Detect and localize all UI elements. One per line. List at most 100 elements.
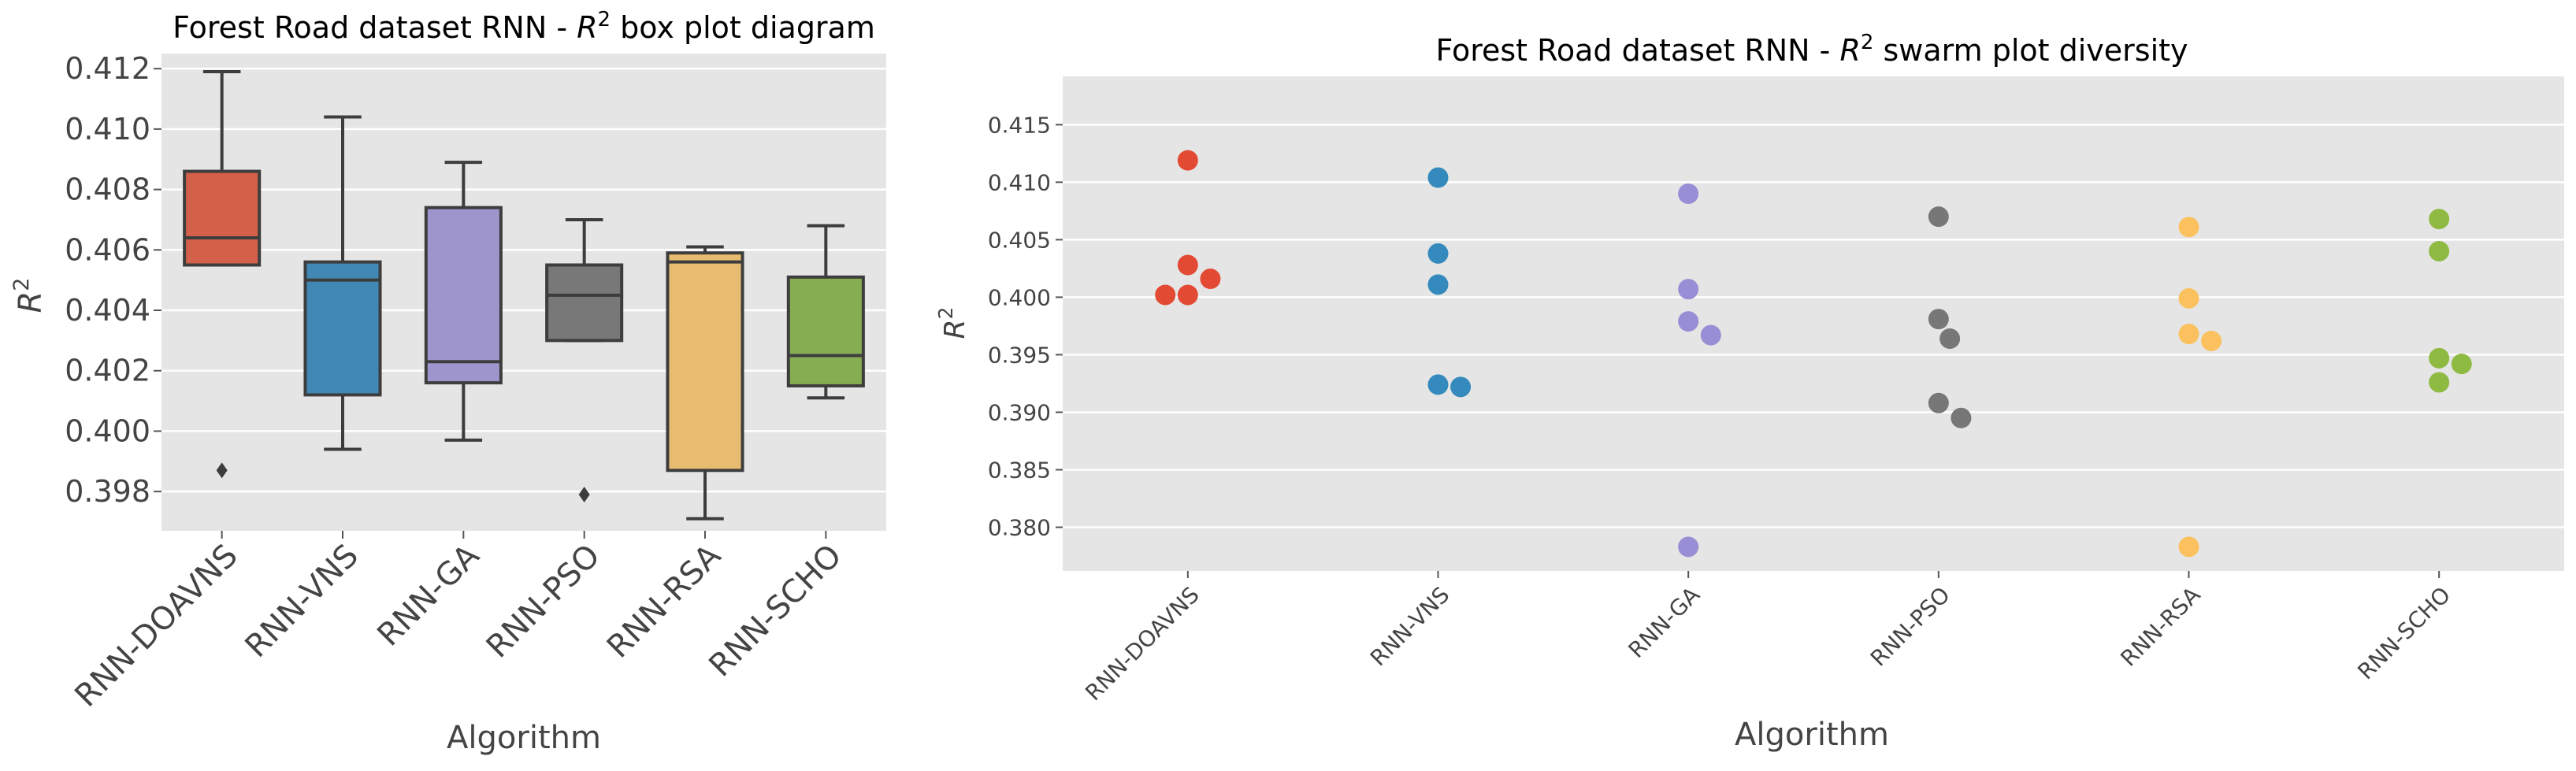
swarm-y-tick-label: 0.400 — [988, 284, 1051, 310]
box-plot-y-ticks: 0.398 0.400 0.402 0.404 0.406 0.408 0.410 0.412 — [65, 51, 161, 509]
swarm-point — [1177, 254, 1198, 276]
swarm-point — [2178, 287, 2199, 309]
swarm-rnn-scho — [2429, 209, 2472, 393]
swarm-point — [1177, 150, 1198, 171]
swarm-y-tick-label: 0.385 — [988, 457, 1051, 483]
box-plot-marks — [183, 70, 865, 521]
box-iqr — [666, 251, 744, 473]
swarm-point — [1155, 284, 1176, 306]
swarm-point — [1678, 311, 1699, 332]
swarm-rnn-doavns — [1155, 150, 1221, 306]
swarm-plot-y-label: R2 — [934, 307, 971, 339]
box-x-tick-label: RNN-PSO — [480, 538, 607, 665]
box-y-tick-label: 0.402 — [65, 354, 150, 388]
box-plot-panel: 0.398 0.400 0.402 0.404 0.406 0.408 0.410 0.412… — [9, 8, 886, 756]
swarm-plot-title-prefix: Forest Road dataset RNN - — [1435, 33, 1839, 68]
swarm-x-tick-label: RNN-PSO — [1865, 582, 1955, 672]
box-y-tick-label: 0.406 — [65, 232, 150, 267]
box-iqr — [786, 275, 865, 387]
swarm-point — [2429, 240, 2450, 261]
box-x-tick-label: RNN-RSA — [600, 537, 729, 665]
box-plot-title-prefix: Forest Road dataset RNN - — [173, 10, 577, 45]
swarm-point — [1200, 269, 1221, 290]
box-plot-x-label: Algorithm — [447, 720, 601, 756]
swarm-y-tick-label: 0.415 — [988, 112, 1051, 138]
box-plot-gridlines — [161, 67, 886, 493]
box-iqr — [424, 206, 503, 385]
swarm-y-tick-label: 0.410 — [988, 169, 1051, 195]
swarm-point — [1427, 374, 1449, 395]
box-y-tick-label: 0.400 — [65, 413, 150, 448]
swarm-point — [2429, 372, 2450, 393]
swarm-point — [2429, 347, 2450, 369]
box-y-tick-label: 0.408 — [65, 172, 150, 207]
swarm-point — [2201, 330, 2222, 351]
box-y-tick-label: 0.410 — [65, 112, 150, 146]
swarm-x-tick-label: RNN-RSA — [2115, 582, 2205, 672]
box-y-tick-label: 0.412 — [65, 51, 150, 86]
box-rnn-pso — [545, 217, 624, 502]
swarm-plot-title-suffix: swarm plot diversity — [1873, 33, 2188, 68]
box-plot-y-label-sup: 2 — [9, 278, 34, 291]
box-y-tick-label: 0.404 — [65, 293, 150, 328]
swarm-plot-title-math: R — [1839, 33, 1860, 68]
swarm-point — [1427, 243, 1449, 264]
swarm-point — [1427, 167, 1449, 188]
swarm-y-tick-label: 0.380 — [988, 515, 1051, 541]
swarm-plot-title: Forest Road dataset RNN - R2 swarm plot … — [1435, 31, 2188, 68]
swarm-point — [1678, 183, 1699, 204]
box-plot-area — [161, 54, 886, 531]
swarm-y-tick-label: 0.390 — [988, 399, 1051, 425]
box-plot-title-sup: 2 — [598, 8, 611, 32]
swarm-point — [1939, 328, 1961, 349]
swarm-rnn-vns — [1427, 167, 1472, 398]
swarm-plot-y-label-sup: 2 — [934, 307, 957, 320]
box-plot-y-label-math: R — [13, 291, 49, 313]
swarm-rnn-ga — [1678, 183, 1721, 558]
box-rnn-doavns — [183, 70, 262, 479]
swarm-rnn-rsa — [2178, 217, 2222, 558]
box-iqr — [545, 263, 624, 343]
swarm-point — [1951, 407, 1972, 428]
box-plot-title: Forest Road dataset RNN - R2 box plot di… — [173, 8, 875, 45]
box-x-tick-label: RNN-DOAVNS — [68, 538, 244, 714]
swarm-plot-y-label-math: R — [939, 319, 971, 339]
swarm-point — [2451, 354, 2472, 375]
swarm-x-tick-label: RNN-DOAVNS — [1080, 582, 1204, 706]
swarm-plot-y-ticks: 0.380 0.385 0.390 0.395 0.400 0.405 0.410 0.415 — [988, 112, 1063, 541]
box-rnn-scho — [786, 224, 865, 400]
swarm-point — [1427, 274, 1449, 295]
swarm-plot-x-label: Algorithm — [1735, 717, 1889, 753]
swarm-point — [1678, 279, 1699, 300]
box-plot-y-label: R2 — [9, 278, 49, 313]
swarm-point — [1928, 206, 1949, 228]
box-rnn-rsa — [666, 245, 744, 521]
swarm-plot-panel: 0.380 0.385 0.390 0.395 0.400 0.405 0.410 0.415… — [934, 31, 2564, 753]
box-x-tick-label: RNN-VNS — [239, 538, 366, 665]
swarm-plot-marks — [1155, 150, 2472, 558]
swarm-y-tick-label: 0.395 — [988, 342, 1051, 368]
swarm-x-tick-label: RNN-GA — [1624, 582, 1705, 663]
swarm-point — [1678, 536, 1699, 558]
box-y-tick-label: 0.398 — [65, 474, 150, 509]
swarm-point — [2178, 324, 2199, 345]
swarm-x-tick-label: RNN-VNS — [1365, 582, 1455, 672]
box-iqr — [303, 260, 382, 397]
swarm-x-tick-label: RNN-SCHO — [2352, 582, 2455, 685]
box-plot-title-suffix: box plot diagram — [611, 10, 875, 45]
swarm-plot-gridlines — [1063, 124, 2564, 528]
swarm-point — [1450, 376, 1472, 398]
swarm-y-tick-label: 0.405 — [988, 227, 1051, 253]
swarm-point — [1177, 284, 1198, 306]
swarm-plot-area — [1063, 76, 2564, 571]
swarm-point — [2429, 209, 2450, 230]
swarm-plot-x-ticks: RNN-DOAVNS RNN-VNS RNN-GA RNN-PSO RNN-RSA RNN… — [1080, 571, 2455, 706]
box-x-tick-label: RNN-GA — [370, 537, 486, 653]
outlier-marker — [578, 486, 590, 502]
box-rnn-vns — [303, 115, 382, 451]
swarm-point — [1928, 309, 1949, 330]
outlier-marker — [216, 462, 228, 479]
swarm-point — [2178, 536, 2199, 558]
